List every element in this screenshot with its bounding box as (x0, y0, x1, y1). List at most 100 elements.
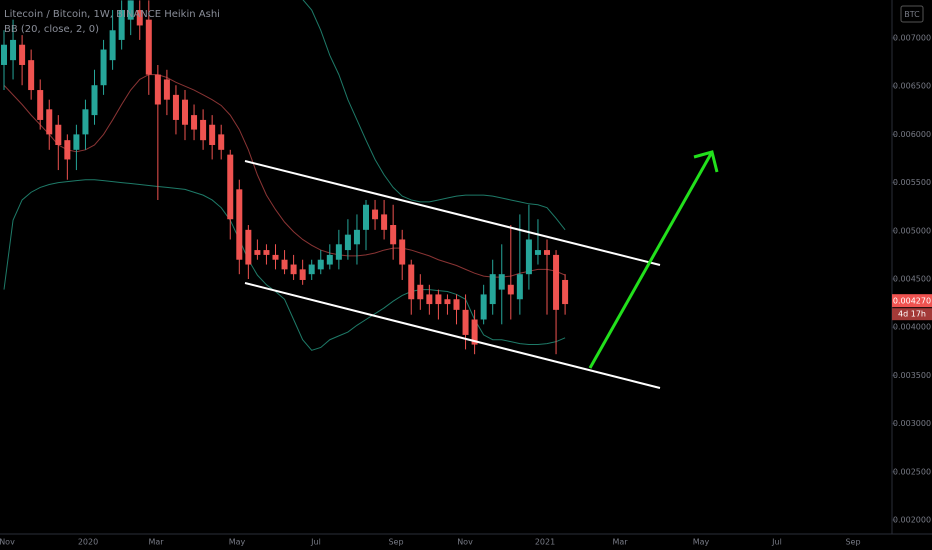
currency-label[interactable]: BTC (904, 10, 920, 19)
arrow-shaft (588, 151, 714, 369)
candle-body (154, 74, 161, 105)
candle-body (272, 254, 279, 260)
candle-body (308, 264, 315, 275)
candle-body (372, 209, 379, 220)
candle-body (344, 234, 351, 251)
candle-body (245, 229, 252, 265)
candle-body (281, 259, 288, 270)
y-tick-label: 0.002500 (893, 467, 931, 476)
candle-body (553, 254, 560, 310)
candle-body (118, 10, 125, 40)
y-tick-label: 0.004000 (893, 323, 931, 332)
channel-upper (244, 160, 661, 266)
candle-body (534, 250, 541, 255)
candle-body (498, 274, 505, 290)
candle-body (489, 274, 496, 305)
candle-body (209, 124, 216, 145)
y-tick-label: 0.007000 (893, 33, 931, 42)
candle-body (544, 250, 550, 255)
x-tick-label: Nov (0, 538, 15, 547)
y-tick-label: 0.005000 (893, 226, 931, 235)
candle-body (390, 225, 397, 245)
candle-body (399, 239, 406, 265)
y-tick-label: 0.005500 (893, 178, 931, 187)
bb-basis (3, 74, 566, 278)
candle-body (182, 99, 188, 125)
countdown-label: 4d 17h (898, 310, 926, 319)
candle-body (218, 134, 225, 150)
candle-body (191, 115, 198, 130)
x-tick-label: Sep (845, 538, 860, 547)
currency-box[interactable] (900, 5, 924, 23)
candle-body (462, 309, 469, 335)
y-tick-label: 0.003500 (893, 371, 931, 380)
candle-body (91, 85, 98, 116)
candle-body (10, 39, 17, 61)
drawings (244, 150, 719, 389)
candle-body (236, 189, 243, 260)
candle-body (453, 299, 460, 310)
candle-body (353, 229, 360, 245)
arrow-head (693, 150, 719, 173)
candle-body (1, 44, 7, 65)
candle-body (136, 10, 143, 26)
candle-body (172, 94, 179, 120)
x-tick-label: Sep (388, 538, 403, 547)
candle-body (507, 284, 514, 295)
candle-body (444, 299, 451, 305)
candle-body (109, 30, 116, 61)
candle-body (200, 119, 207, 141)
countdown-tag (892, 308, 932, 321)
chart-title: Litecoin / Bitcoin, 1W, BINANCE Heikin A… (4, 9, 220, 20)
candle-body (19, 44, 26, 65)
candle-body (290, 264, 297, 275)
y-tick-label: 0.003000 (893, 419, 931, 428)
candle-body (525, 239, 532, 275)
candle-body (100, 49, 107, 86)
y-tick-label: 0.006000 (893, 130, 931, 139)
y-tick-label: 0.006500 (893, 82, 931, 91)
candle-body (82, 109, 89, 135)
x-tick-label: Jul (771, 538, 782, 547)
x-tick-label: May (229, 538, 246, 547)
candle-body (263, 250, 270, 255)
candle-body (417, 284, 424, 300)
candle-body (426, 294, 433, 305)
candle-body (363, 204, 369, 230)
candle-body (28, 60, 35, 91)
candle-body (335, 244, 342, 260)
candle-body (562, 279, 569, 305)
candle-body (46, 109, 53, 135)
candle-body (73, 134, 80, 150)
candle-body (516, 274, 523, 300)
x-tick-label: Jul (310, 538, 321, 547)
candle-body (471, 319, 478, 345)
y-tick-label: 0.002000 (893, 516, 931, 525)
candle-body (408, 264, 415, 300)
candle-body (163, 79, 170, 100)
indicator-label: BB (20, close, 2, 0) (4, 24, 99, 35)
x-tick-label: May (693, 538, 710, 547)
candle-body (299, 269, 306, 280)
bb-lower (3, 179, 566, 351)
candle-body (254, 250, 261, 255)
x-tick-label: 2021 (535, 538, 555, 547)
last-price-label: 0.004270 (893, 297, 931, 306)
candle-body (145, 19, 152, 75)
x-tick-label: Nov (457, 538, 473, 547)
candle-body (127, 0, 134, 20)
candle-body (480, 294, 487, 320)
candle-body (227, 154, 234, 220)
x-tick-label: Mar (612, 538, 628, 547)
candle-body (317, 259, 324, 270)
candle-body (64, 140, 71, 160)
channel-lower (244, 282, 661, 389)
last-price-tag (892, 294, 932, 308)
y-tick-label: 0.004500 (893, 275, 931, 284)
plot-area (1, 0, 569, 355)
candle-body (37, 90, 44, 120)
candle-body (326, 254, 333, 265)
